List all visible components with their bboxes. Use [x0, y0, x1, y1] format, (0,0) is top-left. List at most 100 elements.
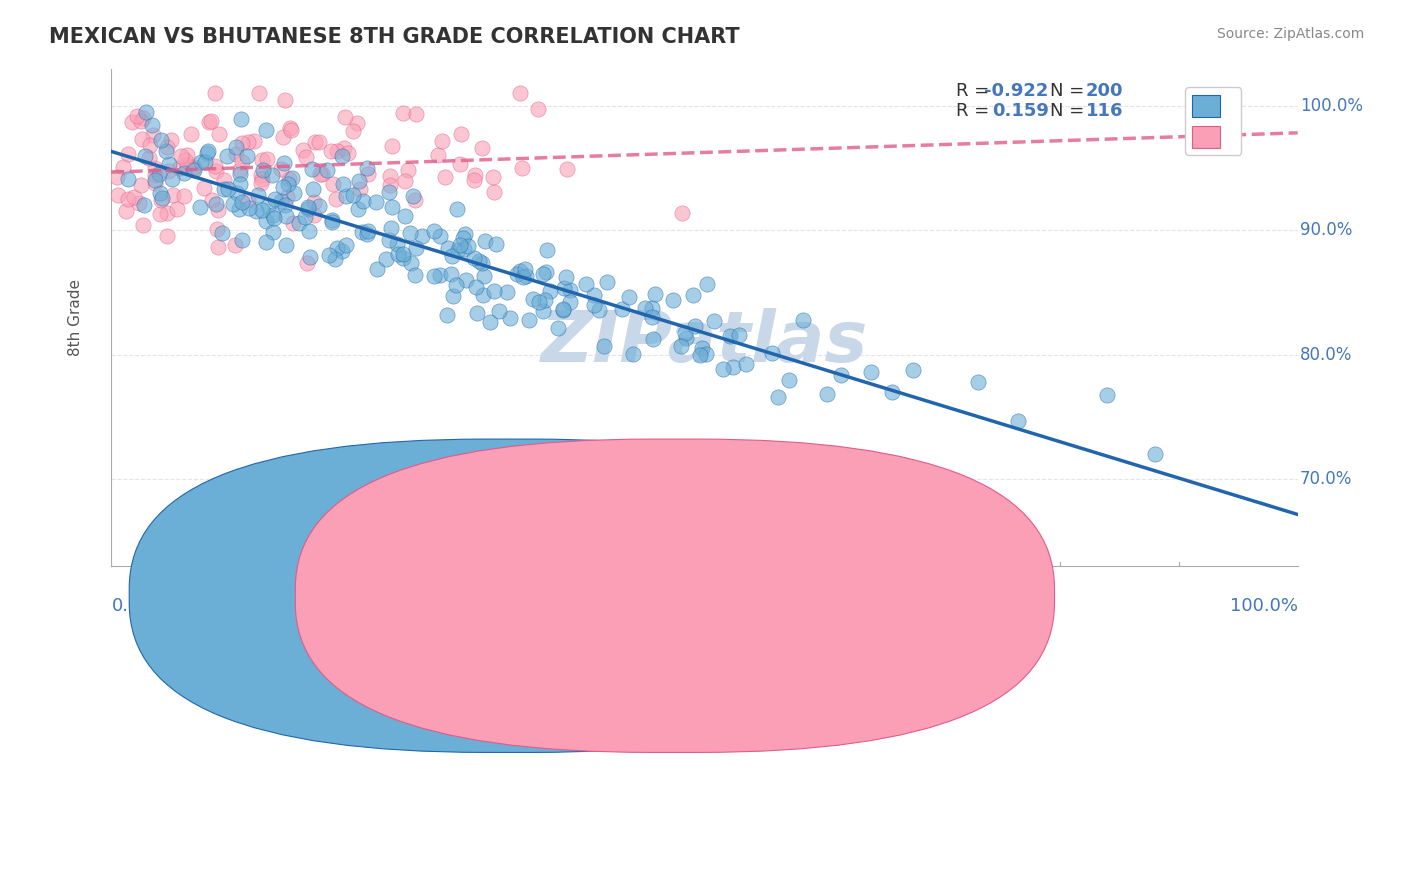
Point	[534, 265, 557, 279]
Point	[308, 135, 330, 149]
Point	[721, 359, 744, 374]
Point	[250, 169, 273, 183]
Point	[536, 243, 558, 257]
Point	[212, 182, 235, 196]
Point	[145, 168, 167, 182]
Point	[295, 150, 318, 164]
Point	[387, 247, 409, 261]
Point	[675, 331, 697, 345]
Point	[197, 145, 219, 159]
Point	[463, 251, 485, 265]
Point	[231, 155, 253, 169]
Point	[662, 293, 685, 307]
Point	[903, 363, 925, 377]
Point	[364, 194, 387, 209]
Point	[129, 114, 152, 128]
Point	[302, 194, 325, 209]
Point	[260, 168, 283, 182]
Point	[378, 169, 401, 184]
Point	[231, 136, 253, 150]
Point	[454, 227, 477, 242]
Point	[482, 285, 505, 299]
Point	[149, 186, 172, 200]
Point	[117, 193, 139, 207]
Point	[357, 224, 380, 238]
Point	[135, 105, 157, 120]
Point	[162, 187, 184, 202]
Point	[499, 311, 522, 326]
Point	[391, 247, 413, 261]
Point	[319, 144, 342, 158]
Point	[238, 135, 260, 149]
Point	[735, 357, 758, 371]
Point	[278, 121, 301, 136]
Point	[463, 173, 485, 187]
Point	[553, 281, 575, 295]
Point	[121, 115, 143, 129]
Point	[531, 268, 554, 282]
Point	[335, 238, 357, 252]
Legend: , : ,	[1185, 87, 1241, 155]
Point	[1095, 388, 1118, 402]
Point	[318, 248, 340, 262]
Point	[515, 268, 537, 283]
Point	[242, 134, 264, 148]
Text: Bhutanese: Bhutanese	[710, 586, 799, 604]
Point	[139, 137, 162, 152]
Point	[441, 249, 464, 263]
Point	[148, 167, 170, 181]
Point	[105, 170, 128, 185]
Text: 90.0%: 90.0%	[1301, 221, 1353, 239]
Point	[596, 276, 619, 290]
Point	[641, 301, 664, 315]
Point	[727, 328, 749, 343]
Point	[330, 244, 353, 258]
Point	[641, 333, 664, 347]
Point	[238, 201, 260, 215]
Point	[669, 338, 692, 352]
Point	[256, 152, 278, 166]
Point	[297, 202, 319, 216]
Point	[169, 149, 191, 163]
Point	[485, 236, 508, 251]
Point	[479, 315, 502, 329]
Point	[342, 187, 364, 202]
Point	[402, 189, 425, 203]
Point	[696, 277, 718, 291]
Point	[385, 237, 408, 252]
Point	[346, 202, 368, 217]
Point	[392, 105, 415, 120]
Point	[399, 256, 422, 270]
Point	[143, 161, 166, 175]
Point	[245, 204, 267, 219]
Point	[271, 130, 294, 145]
Point	[356, 227, 378, 241]
Point	[471, 141, 494, 155]
Point	[357, 167, 380, 181]
Text: R =: R =	[956, 82, 990, 100]
Point	[297, 200, 319, 214]
Point	[231, 233, 253, 247]
Text: MEXICAN VS BHUTANESE 8TH GRADE CORRELATION CHART: MEXICAN VS BHUTANESE 8TH GRADE CORRELATI…	[49, 27, 740, 46]
Point	[204, 87, 226, 101]
Point	[513, 261, 536, 276]
Point	[558, 294, 581, 309]
Point	[263, 193, 285, 207]
Point	[346, 115, 368, 129]
Point	[404, 193, 426, 207]
Point	[378, 178, 401, 192]
Point	[181, 161, 204, 176]
Point	[197, 145, 219, 160]
Point	[583, 288, 606, 302]
Point	[276, 189, 298, 203]
Point	[166, 202, 188, 216]
Point	[529, 294, 551, 309]
Point	[155, 229, 177, 244]
Point	[472, 268, 495, 283]
Point	[263, 225, 285, 239]
Point	[325, 145, 347, 159]
Point	[531, 304, 554, 318]
Point	[619, 290, 641, 304]
Point	[966, 375, 988, 389]
Point	[301, 182, 323, 196]
